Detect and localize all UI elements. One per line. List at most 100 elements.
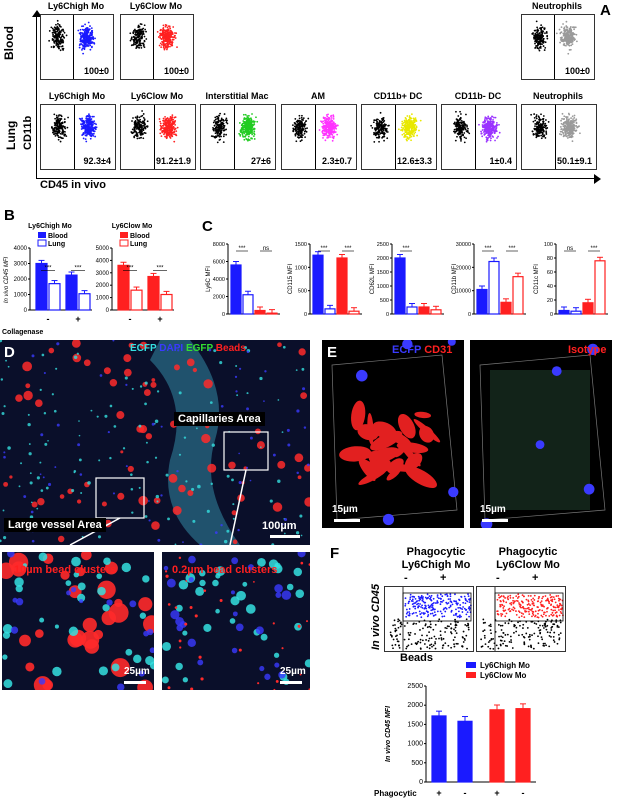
event-dot-pos xyxy=(412,129,414,132)
signal-blob xyxy=(257,557,266,567)
event-dot-pos xyxy=(565,20,568,23)
panel-e-left-scale-bar xyxy=(334,519,360,522)
event-dot-neg xyxy=(459,110,461,113)
signal-blob xyxy=(11,561,27,577)
panel-e-letter: E xyxy=(327,344,338,361)
event-dot-pos xyxy=(566,121,568,124)
event-dot-pos xyxy=(160,43,163,46)
event-dot-pos xyxy=(569,48,572,51)
event-dot-pos xyxy=(173,133,175,136)
event-dot-neg xyxy=(218,126,220,129)
event-dot-pos xyxy=(566,122,568,125)
signal-blob xyxy=(29,515,34,519)
signal-blob xyxy=(231,557,239,565)
signal-blob xyxy=(190,687,194,690)
signal-blob xyxy=(275,592,282,599)
event-dot-pos xyxy=(84,123,87,126)
event-dot-pos xyxy=(332,117,335,120)
signal-blob xyxy=(73,471,76,474)
event-dot-neg xyxy=(141,110,144,112)
signal-blob xyxy=(232,611,238,617)
signal-blob xyxy=(286,428,290,432)
event-dot-pos xyxy=(424,596,427,599)
signal-blob xyxy=(188,555,196,564)
event-dot-neg xyxy=(457,122,460,125)
event-dot-pos xyxy=(564,121,566,124)
event-dot-neg xyxy=(137,122,140,125)
event-dot-pos xyxy=(162,127,165,130)
event-dot-pos xyxy=(408,136,411,139)
event-dot-neg xyxy=(375,136,378,139)
event-dot-neg xyxy=(538,49,541,52)
event-dot-pos xyxy=(85,140,88,143)
signal-blob xyxy=(185,580,188,582)
event-dot-pos xyxy=(575,125,577,127)
event-dot-pos xyxy=(91,41,94,44)
event-dot-pos xyxy=(401,128,404,131)
bar xyxy=(394,257,406,315)
event-dot-pos xyxy=(162,117,165,120)
event-dot-neg xyxy=(461,122,463,125)
signal-blob xyxy=(44,442,48,446)
event-dot-pos xyxy=(84,129,87,132)
signal-blob xyxy=(117,492,125,500)
event-dot-pos xyxy=(406,115,409,117)
event-dot-neg xyxy=(538,130,541,133)
event-dot-pos xyxy=(159,120,162,123)
event-dot-neg xyxy=(372,121,375,124)
event-dot-pos xyxy=(171,31,173,33)
event-dot-pos xyxy=(253,127,255,130)
volume-box xyxy=(331,354,458,521)
event-dot-neg xyxy=(143,44,145,46)
event-dot-pos xyxy=(329,123,332,126)
event-dot-pos xyxy=(88,42,91,45)
event-dot-neg xyxy=(54,134,57,137)
event-dot-neg xyxy=(59,132,62,135)
signal-blob xyxy=(283,532,286,535)
event-dot-neg xyxy=(544,32,546,35)
event-dot-neg xyxy=(60,122,63,125)
event-dot-pos xyxy=(171,119,174,121)
event-dot-pos xyxy=(164,43,167,46)
event-dot-pos xyxy=(485,117,488,120)
event-dot-pos xyxy=(78,46,81,49)
event-dot-neg xyxy=(534,37,537,39)
event-dot-neg xyxy=(57,35,60,38)
event-dot-neg xyxy=(535,135,538,137)
event-dot-pos xyxy=(251,137,253,140)
signal-blob xyxy=(195,586,205,596)
signal-blob xyxy=(154,456,158,459)
event-dot-neg xyxy=(303,130,306,133)
y-tick-label: 1500 xyxy=(295,242,307,248)
event-dot-pos xyxy=(571,129,574,132)
event-dot-pos xyxy=(85,122,88,124)
event-dot-neg xyxy=(375,131,377,134)
lung-plot-4-title: CD11b+ DC xyxy=(373,91,423,101)
event-dot-neg xyxy=(305,130,308,133)
event-dot-neg xyxy=(136,30,138,33)
bar xyxy=(418,306,430,315)
event-dot-pos xyxy=(166,46,169,49)
event-dot-pos xyxy=(565,44,567,47)
event-dot-pos xyxy=(82,25,85,28)
event-dot-neg xyxy=(139,42,142,45)
signal-blob xyxy=(219,361,223,365)
event-dot-pos xyxy=(160,32,162,35)
y-tick-label: 0 xyxy=(550,312,553,318)
event-dot-pos xyxy=(241,126,244,129)
signal-blob xyxy=(234,375,238,378)
event-dot-neg xyxy=(130,37,133,40)
event-dot-neg xyxy=(541,118,544,120)
signal-blob xyxy=(65,580,72,586)
event-dot-neg xyxy=(129,32,132,35)
event-dot-neg xyxy=(467,127,469,130)
event-dot-pos xyxy=(168,31,171,34)
event-dot-neg xyxy=(461,134,463,136)
event-dot-neg xyxy=(297,132,299,135)
signal-blob xyxy=(247,564,255,571)
bar xyxy=(512,276,524,315)
event-dot-pos xyxy=(563,33,566,36)
event-dot-neg xyxy=(453,128,456,131)
event-dot-neg xyxy=(134,29,137,32)
event-dot-pos xyxy=(81,134,84,136)
